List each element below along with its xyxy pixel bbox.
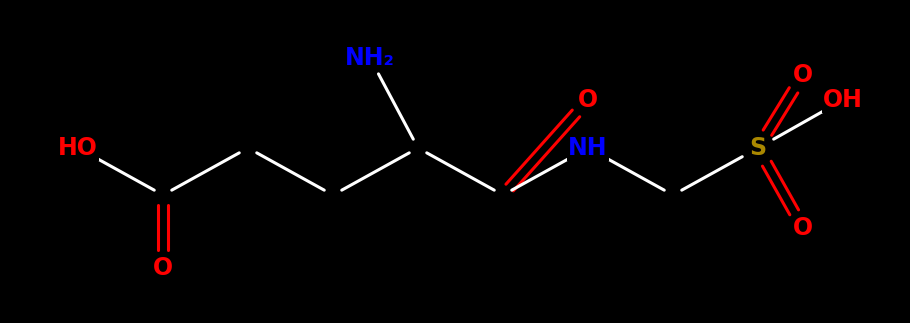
Text: NH: NH <box>568 136 608 160</box>
Text: O: O <box>153 256 173 280</box>
Text: OH: OH <box>823 88 863 112</box>
Text: NH₂: NH₂ <box>345 46 395 70</box>
Text: O: O <box>793 216 813 240</box>
Text: O: O <box>578 88 598 112</box>
Text: S: S <box>750 136 766 160</box>
Text: O: O <box>793 63 813 87</box>
Text: HO: HO <box>58 136 98 160</box>
